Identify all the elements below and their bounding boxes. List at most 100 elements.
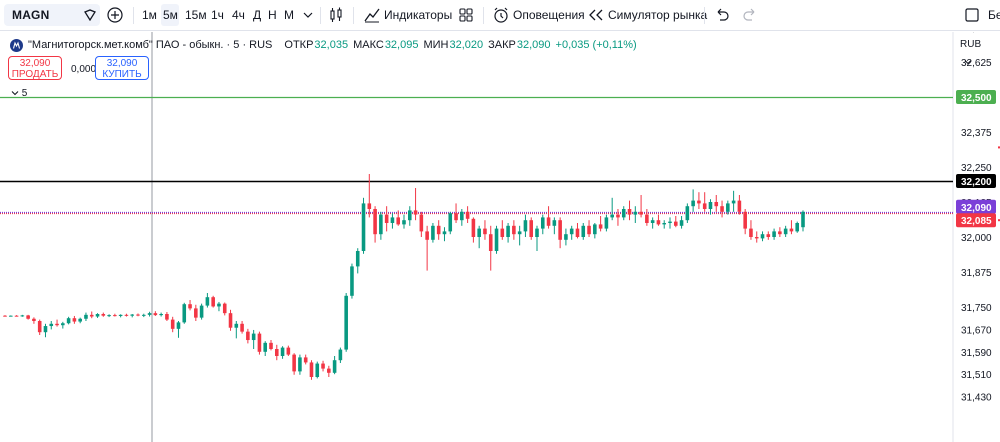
candle bbox=[587, 220, 591, 237]
candle bbox=[20, 314, 25, 317]
chevron-down-icon[interactable] bbox=[299, 6, 317, 24]
candle bbox=[436, 220, 441, 240]
candle-body bbox=[604, 217, 609, 229]
chevron-down-icon bbox=[11, 91, 19, 96]
candle bbox=[454, 203, 458, 223]
candle-body bbox=[737, 200, 742, 212]
chart-area[interactable]: 32,75032,62532,37532,25032,12532,00031,8… bbox=[0, 23, 1000, 442]
indicator-interval-toggle[interactable]: 5 bbox=[8, 86, 34, 102]
candle bbox=[604, 214, 609, 232]
candle bbox=[714, 195, 719, 212]
candle bbox=[465, 206, 470, 223]
candle bbox=[118, 314, 123, 318]
candle-body bbox=[89, 314, 94, 317]
candle bbox=[726, 200, 730, 215]
candle-body bbox=[679, 220, 684, 226]
candle-body bbox=[477, 228, 481, 237]
candle bbox=[113, 313, 117, 317]
candle bbox=[691, 189, 695, 212]
candles-icon[interactable] bbox=[327, 6, 345, 24]
bid-price-tag-bg bbox=[956, 213, 996, 228]
candle-body bbox=[616, 214, 620, 218]
candle bbox=[523, 214, 528, 237]
chart-legend: "Магнитогорск.мет.комб" ПАО - обыкн. · 5… bbox=[10, 37, 642, 53]
watchlist-add-icon[interactable] bbox=[84, 9, 96, 21]
last-price-tag-text: 32,090 bbox=[961, 203, 992, 214]
candle bbox=[263, 341, 268, 356]
layouts-grid-icon[interactable] bbox=[457, 6, 475, 24]
candle bbox=[702, 192, 707, 212]
candle-body bbox=[465, 211, 470, 219]
black-level-tag-bg bbox=[956, 174, 996, 188]
candle bbox=[494, 225, 499, 254]
candle bbox=[107, 314, 111, 318]
candle-body bbox=[523, 220, 528, 232]
interval-1m[interactable]: 1м bbox=[142, 8, 157, 22]
candle bbox=[766, 231, 771, 240]
candle bbox=[569, 225, 574, 240]
compare-plus-icon[interactable] bbox=[106, 6, 124, 24]
candle bbox=[141, 313, 146, 318]
price-chart[interactable]: 32,75032,62532,37532,25032,12532,00031,8… bbox=[0, 23, 1000, 442]
candle-body bbox=[240, 323, 244, 332]
currency-selector[interactable]: RUB bbox=[957, 36, 994, 65]
symbol-search-box[interactable]: MAGN bbox=[4, 4, 100, 26]
green-level-tag-bg bbox=[956, 90, 996, 104]
candle bbox=[211, 295, 215, 308]
candle bbox=[84, 312, 88, 321]
candle-body bbox=[286, 347, 291, 355]
layout-square-icon[interactable] bbox=[963, 6, 981, 24]
currency-label: RUB bbox=[960, 39, 982, 50]
interval-week[interactable]: Н bbox=[268, 8, 277, 22]
candle-body bbox=[801, 211, 805, 228]
replay-button[interactable]: Симулятор рынка bbox=[608, 8, 708, 22]
candle-body bbox=[165, 314, 169, 320]
replay-rewind-icon[interactable] bbox=[587, 6, 605, 24]
candle-body bbox=[199, 305, 204, 318]
candle bbox=[8, 315, 13, 317]
interval-day[interactable]: Д bbox=[253, 8, 262, 22]
candle bbox=[795, 221, 800, 233]
toolbar-cut-label[interactable]: Бе bbox=[988, 8, 1000, 22]
candle bbox=[512, 220, 516, 240]
undo-icon[interactable] bbox=[713, 6, 731, 24]
interval-4h[interactable]: 4ч bbox=[232, 8, 245, 22]
candle-body bbox=[668, 221, 672, 223]
candle-body bbox=[95, 314, 100, 317]
interval-month[interactable]: М bbox=[284, 8, 294, 22]
candle-body bbox=[55, 323, 59, 326]
candle bbox=[471, 217, 476, 243]
candle-body bbox=[535, 228, 539, 237]
candle bbox=[621, 206, 626, 221]
interval-5m[interactable]: 5м bbox=[163, 8, 178, 22]
candle-body bbox=[332, 360, 337, 373]
indicators-icon[interactable] bbox=[363, 6, 381, 24]
candle-body bbox=[743, 211, 747, 229]
candle bbox=[564, 228, 568, 246]
candle-body bbox=[460, 211, 464, 221]
last-price-tag: 32,090 bbox=[956, 199, 996, 214]
candle bbox=[743, 209, 747, 235]
candle-body bbox=[194, 308, 198, 318]
interval-1h[interactable]: 1ч bbox=[211, 8, 224, 22]
buy-button[interactable]: 32,090 КУПИТЬ bbox=[95, 56, 149, 80]
candle-body bbox=[650, 220, 655, 223]
indicators-button[interactable]: Индикаторы bbox=[384, 8, 453, 22]
candle bbox=[460, 209, 464, 226]
interval-15m[interactable]: 15м bbox=[185, 8, 207, 22]
candle bbox=[488, 225, 493, 271]
alert-clock-icon[interactable] bbox=[492, 6, 510, 24]
candle-body bbox=[749, 228, 753, 237]
candle-body bbox=[384, 214, 389, 223]
candle-body bbox=[593, 224, 597, 235]
alerts-button[interactable]: Оповещения bbox=[513, 8, 585, 22]
candle-body bbox=[379, 214, 383, 235]
candle bbox=[32, 317, 36, 324]
candle-body bbox=[327, 368, 331, 373]
redo-icon[interactable] bbox=[741, 6, 759, 24]
sell-button[interactable]: 32,090 ПРОДАТЬ bbox=[8, 56, 62, 80]
candle-body bbox=[61, 323, 65, 326]
candle-body bbox=[633, 211, 638, 215]
symbol-description[interactable]: "Магнитогорск.мет.комб" ПАО - обыкн. · 5… bbox=[28, 39, 273, 51]
chevron-down-icon bbox=[964, 60, 972, 65]
